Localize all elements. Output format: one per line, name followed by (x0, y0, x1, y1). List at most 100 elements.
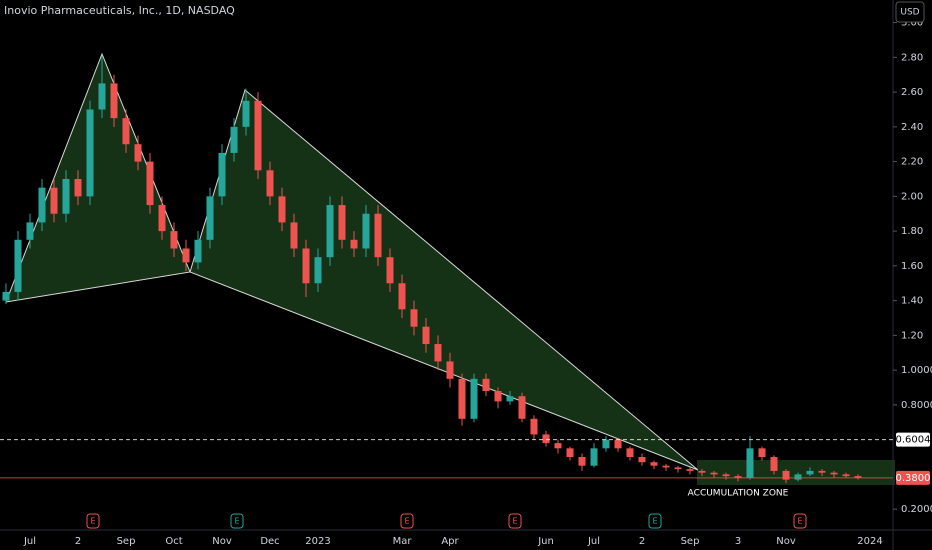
x-tick-label: Jun (537, 536, 554, 547)
x-tick-label: 3 (735, 536, 741, 547)
candle-body (386, 257, 394, 284)
candle-body (362, 213, 370, 249)
candle-body (74, 178, 82, 197)
candle-body (758, 448, 766, 458)
annotation: ACCUMULATION ZONE (688, 489, 789, 499)
price-label: 0.6004 (896, 435, 931, 446)
x-tick-label: Dec (260, 536, 279, 547)
candle-body (146, 161, 154, 206)
x-tick-label: 2024 (857, 536, 882, 547)
y-tick-label: 2.80 (901, 52, 923, 63)
x-tick-label: 2023 (305, 536, 330, 547)
candle-body (338, 205, 346, 240)
y-tick-label: 1.60 (901, 261, 923, 272)
candle-body (830, 472, 838, 475)
candle-body (590, 448, 598, 466)
candle-body (710, 472, 718, 475)
candle-body (650, 462, 658, 466)
candle-body (194, 239, 202, 263)
earnings-box (230, 513, 244, 529)
currency-box[interactable] (895, 1, 925, 23)
candle-body (158, 205, 166, 232)
triangle (189, 89, 699, 471)
y-tick-label: 2.20 (901, 157, 923, 168)
candle-body (50, 187, 58, 214)
x-tick-label: Sep (117, 536, 136, 547)
candle-body (530, 418, 538, 435)
candle-body (734, 476, 742, 478)
candle-body (782, 470, 790, 480)
candle-body (38, 187, 46, 223)
y-tick-label: 1.0000 (901, 365, 932, 376)
x-tick-label: 2 (639, 536, 645, 547)
candle-body (638, 457, 646, 463)
currency[interactable]: USD (900, 8, 919, 18)
candle-body (110, 83, 118, 119)
x-tick-label: Oct (165, 536, 182, 547)
candle-body (722, 474, 730, 477)
candle-body (794, 474, 802, 480)
x-tick-label: 2 (75, 536, 81, 547)
candle-body (494, 390, 502, 402)
candle-body (206, 196, 214, 240)
y-tick-label: 0.8000 (901, 400, 932, 411)
candle-body (326, 205, 334, 258)
candle-body (806, 470, 814, 475)
candle-body (170, 231, 178, 249)
candle-body (374, 213, 382, 258)
candle-body (698, 470, 706, 473)
x-tick-label: Jul (23, 536, 36, 547)
y-tick-label: 2.60 (901, 87, 923, 98)
candle-body (398, 283, 406, 310)
candle-body (746, 448, 754, 478)
price-label-box (896, 470, 930, 485)
x-tick-label: Apr (441, 536, 459, 547)
x-tick-label: Jul (587, 536, 600, 547)
candle-body (542, 434, 550, 444)
candle-body (434, 344, 442, 362)
candle-body (86, 109, 94, 197)
candle-body (254, 100, 262, 171)
candle-body (566, 448, 574, 458)
candle-body (422, 326, 430, 345)
y-tick-label: 1.40 (901, 296, 923, 307)
candle-body (626, 448, 634, 458)
candle-body (218, 152, 226, 197)
candle-body (602, 439, 610, 449)
pattern-drawings (5, 52, 895, 485)
y-tick-label: 2.40 (901, 122, 923, 133)
earnings-markers: E E E E E E (86, 513, 807, 529)
candle-body (674, 467, 682, 470)
earnings-label: E (797, 517, 802, 526)
earnings-label: E (652, 517, 657, 526)
candle-body (854, 476, 862, 478)
y-tick-label: 2.00 (901, 191, 923, 202)
candle-body (770, 457, 778, 471)
candle-body (278, 196, 286, 223)
x-tick-label: Mar (393, 536, 413, 547)
candle-body (662, 465, 670, 468)
y-tick-label: 1.20 (901, 330, 923, 341)
triangle (5, 52, 191, 303)
chart-title: Inovio Pharmaceuticals, Inc., 1D, NASDAQ (4, 4, 235, 17)
candle-body (518, 396, 526, 419)
candle-body (458, 378, 466, 419)
candle-body (410, 309, 418, 327)
x-tick-label: Sep (681, 536, 700, 547)
earnings-label: E (404, 517, 409, 526)
candle-body (98, 83, 106, 110)
candle-body (482, 378, 490, 391)
candle-body (122, 118, 130, 145)
candle-body (134, 144, 142, 162)
candle-body (302, 248, 310, 284)
candle-body (614, 439, 622, 449)
candle-body (230, 126, 238, 153)
x-tick-label: Nov (776, 536, 796, 547)
earnings-box (86, 513, 100, 529)
candle-body (62, 178, 70, 214)
candle-body (314, 257, 322, 284)
y-tick-label: 3.00 (901, 18, 923, 29)
earnings-label: E (512, 517, 517, 526)
